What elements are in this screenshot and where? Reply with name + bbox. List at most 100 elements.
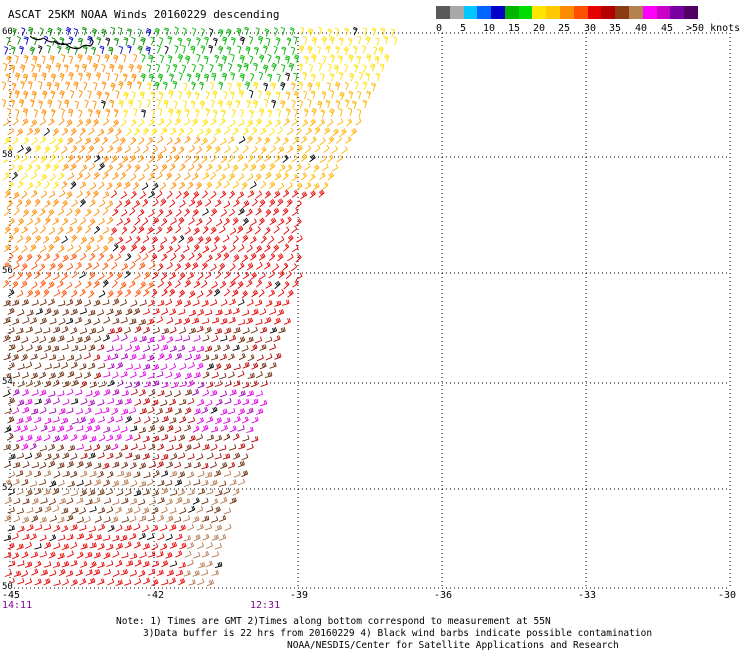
- wind-barb: [86, 534, 93, 540]
- wind-barb: [196, 54, 200, 62]
- wind-barb: [126, 435, 133, 441]
- wind-barb: [148, 210, 154, 217]
- wind-barb: [202, 390, 208, 397]
- wind-barb: [193, 552, 200, 558]
- wind-barb: [131, 444, 138, 450]
- wind-barb: [203, 172, 209, 179]
- wind-barb: [58, 371, 64, 378]
- wind-barb: [165, 391, 172, 397]
- wind-barb: [330, 90, 334, 98]
- wind-barb: [121, 409, 128, 415]
- wind-barb: [62, 326, 68, 333]
- wind-barb: [22, 407, 29, 413]
- wind-barb: [169, 436, 176, 442]
- wind-barb: [278, 236, 284, 243]
- wind-barb: [229, 317, 236, 323]
- wind-barb: [219, 373, 226, 379]
- wind-barb: [228, 354, 234, 361]
- wind-barb: [175, 118, 181, 125]
- wind-barb: [116, 146, 122, 153]
- wind-barb: [292, 245, 298, 252]
- wind-barb: [228, 136, 234, 143]
- wind-barb: [77, 120, 83, 127]
- wind-barb: [188, 182, 193, 190]
- wind-barb: [259, 289, 264, 297]
- wind-barb: [26, 254, 32, 261]
- wind-barb: [170, 490, 177, 496]
- wind-barb: [256, 409, 263, 415]
- wind-barb: [103, 191, 109, 198]
- wind-barb: [166, 372, 173, 378]
- wind-barb: [211, 155, 217, 162]
- wind-barb: [35, 436, 42, 442]
- wind-barb: [58, 245, 64, 252]
- wind-barb: [337, 155, 343, 162]
- lat-label: 54: [2, 378, 13, 387]
- wind-barb: [215, 490, 222, 496]
- wind-barb: [308, 29, 313, 37]
- wind-barb: [320, 138, 326, 145]
- wind-barb: [99, 290, 105, 297]
- wind-barb: [202, 138, 208, 145]
- wind-barb: [158, 245, 164, 252]
- wind-barb: [167, 246, 173, 253]
- wind-barb: [242, 435, 249, 441]
- wind-barb: [170, 163, 176, 170]
- wind-barb: [229, 209, 235, 216]
- legend-label: 30: [584, 23, 596, 34]
- wind-barb: [143, 309, 150, 315]
- wind-barb: [313, 183, 319, 190]
- wind-barb: [134, 147, 140, 154]
- wind-barb: [275, 120, 281, 127]
- wind-barb: [176, 551, 182, 558]
- wind-barb: [93, 63, 98, 71]
- wind-barb: [121, 498, 128, 504]
- wind-barb: [98, 417, 105, 423]
- wind-barb: [203, 372, 209, 379]
- wind-barb: [17, 199, 22, 207]
- wind-barb: [160, 147, 166, 154]
- wind-barb: [143, 543, 150, 549]
- wind-barb: [49, 498, 56, 505]
- wind-barb: [167, 570, 174, 576]
- wind-barb: [96, 110, 101, 118]
- wind-barb: [211, 208, 216, 216]
- wind-barb: [180, 507, 186, 513]
- wind-barb: [35, 235, 41, 242]
- wind-barb: [278, 218, 284, 225]
- wind-barb: [261, 181, 266, 189]
- lon-label: -42: [146, 590, 164, 601]
- wind-barb: [193, 156, 199, 163]
- wind-barb: [237, 46, 241, 54]
- wind-barb: [189, 435, 196, 441]
- wind-barb: [86, 390, 93, 396]
- wind-barb: [144, 272, 150, 279]
- wind-barb: [207, 289, 213, 296]
- wind-barb: [99, 200, 105, 207]
- legend-swatch: [450, 6, 464, 19]
- wind-barb: [233, 236, 238, 244]
- wind-barb: [58, 263, 64, 271]
- wind-barb: [357, 109, 361, 117]
- wind-barb: [98, 543, 105, 549]
- wind-barb: [148, 156, 154, 163]
- wind-barb: [354, 64, 358, 72]
- wind-barb: [66, 191, 72, 198]
- wind-barb: [207, 435, 214, 441]
- wind-barb: [130, 426, 137, 432]
- wind-barb: [256, 280, 262, 288]
- wind-barb: [93, 190, 98, 198]
- legend-label: 0: [436, 23, 442, 34]
- wind-barb: [57, 426, 64, 432]
- wind-barb: [161, 454, 168, 460]
- wind-barb: [182, 65, 186, 73]
- legend-swatch: [615, 6, 629, 19]
- legend-label: 25: [558, 23, 570, 34]
- wind-barb: [137, 65, 142, 73]
- wind-barb: [70, 253, 76, 260]
- wind-barb: [76, 155, 82, 163]
- wind-barb: [270, 327, 277, 333]
- wind-barb: [233, 254, 239, 261]
- wind-barb: [357, 36, 361, 44]
- wind-barb: [124, 472, 131, 478]
